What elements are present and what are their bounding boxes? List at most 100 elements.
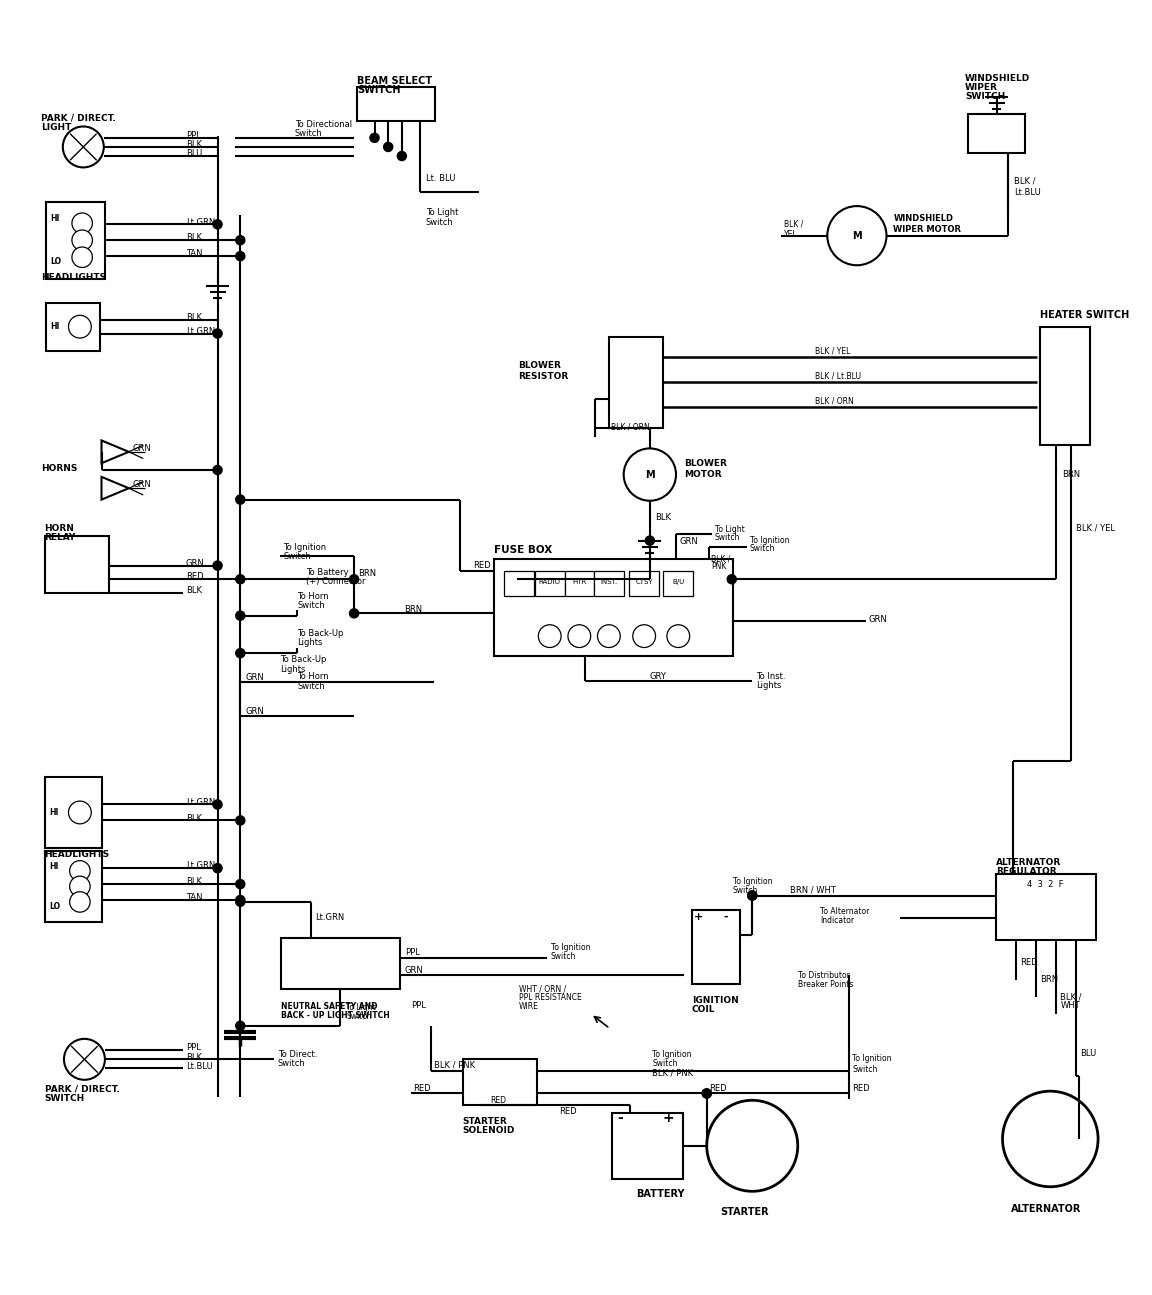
Circle shape xyxy=(213,800,222,809)
Text: M: M xyxy=(645,470,654,479)
Text: HEADLIGHTS: HEADLIGHTS xyxy=(45,850,109,859)
Text: BLK / YEL: BLK / YEL xyxy=(814,346,850,355)
Text: RED: RED xyxy=(491,1096,507,1105)
Circle shape xyxy=(827,206,887,265)
Text: Switch: Switch xyxy=(714,532,740,541)
Circle shape xyxy=(236,879,245,888)
Text: RADIO: RADIO xyxy=(539,579,561,584)
Text: BLK: BLK xyxy=(185,313,202,322)
Circle shape xyxy=(213,220,222,229)
Bar xyxy=(969,114,1025,153)
Text: BLK / YEL: BLK / YEL xyxy=(1076,523,1115,532)
Text: RED: RED xyxy=(852,1084,870,1093)
Circle shape xyxy=(236,816,245,825)
Text: -: - xyxy=(616,1111,622,1125)
Bar xyxy=(594,571,623,596)
Text: To Alternator: To Alternator xyxy=(820,906,870,916)
Text: To Directional: To Directional xyxy=(295,119,353,128)
Text: HORN: HORN xyxy=(45,523,75,532)
Text: SWITCH: SWITCH xyxy=(45,1093,85,1102)
Text: To Inst.: To Inst. xyxy=(756,672,786,681)
Text: BLK / ORN: BLK / ORN xyxy=(612,422,650,431)
Text: Lt.BLU: Lt.BLU xyxy=(185,1062,212,1071)
Text: To Light: To Light xyxy=(714,524,744,534)
Circle shape xyxy=(69,877,90,896)
Text: BLK /: BLK / xyxy=(1014,176,1036,185)
Text: RED: RED xyxy=(473,561,491,570)
Text: M: M xyxy=(852,231,862,241)
Circle shape xyxy=(703,1089,711,1098)
Circle shape xyxy=(69,892,90,912)
Text: WIRE: WIRE xyxy=(520,1002,539,1011)
Text: BLK / PNK: BLK / PNK xyxy=(433,1061,475,1070)
Circle shape xyxy=(538,624,561,648)
Text: BLK: BLK xyxy=(185,140,202,149)
Text: Lt.GRN: Lt.GRN xyxy=(185,218,215,227)
Text: BLK: BLK xyxy=(185,813,202,822)
Text: HI: HI xyxy=(51,214,60,223)
Text: IGNITION: IGNITION xyxy=(692,996,738,1005)
Text: WIPER: WIPER xyxy=(965,83,998,92)
Text: To Back-Up
Lights: To Back-Up Lights xyxy=(280,655,326,675)
Bar xyxy=(463,1059,537,1105)
Bar xyxy=(995,874,1096,940)
Text: 4  3  2  F: 4 3 2 F xyxy=(1028,879,1064,888)
Circle shape xyxy=(65,1039,105,1080)
Text: Switch: Switch xyxy=(295,128,323,137)
Text: BLOWER: BLOWER xyxy=(684,458,727,467)
Text: TAN: TAN xyxy=(185,894,203,903)
Text: Switch: Switch xyxy=(346,1013,371,1022)
Bar xyxy=(46,202,105,278)
Circle shape xyxy=(748,891,757,900)
Circle shape xyxy=(213,465,222,474)
Circle shape xyxy=(1002,1092,1098,1186)
Circle shape xyxy=(727,575,736,584)
Text: WIPER MOTOR: WIPER MOTOR xyxy=(893,225,961,234)
Text: Lt. BLU: Lt. BLU xyxy=(426,175,455,184)
Text: Switch: Switch xyxy=(278,1059,305,1068)
Text: WHT / ORN /: WHT / ORN / xyxy=(520,984,567,993)
Circle shape xyxy=(236,495,245,504)
Bar xyxy=(609,337,664,427)
Text: PNK: PNK xyxy=(711,562,727,571)
Bar xyxy=(505,571,533,596)
Text: BLK: BLK xyxy=(655,513,672,522)
Text: REGULATOR: REGULATOR xyxy=(995,868,1056,877)
Text: HTR: HTR xyxy=(573,579,586,584)
Circle shape xyxy=(71,212,92,233)
Text: -: - xyxy=(723,912,728,922)
Text: BLU: BLU xyxy=(185,149,202,158)
Text: STARTER: STARTER xyxy=(720,1207,770,1217)
Text: Lt.GRN: Lt.GRN xyxy=(185,861,215,870)
Text: RELAY: RELAY xyxy=(45,532,76,541)
Text: BEAM SELECT: BEAM SELECT xyxy=(357,76,433,85)
Text: BLK /: BLK / xyxy=(1060,992,1082,1001)
Text: To Ignition: To Ignition xyxy=(750,536,789,545)
Text: PPL RESISTANCE: PPL RESISTANCE xyxy=(520,993,582,1002)
Text: Indicator: Indicator xyxy=(820,916,855,925)
Text: GRN: GRN xyxy=(132,444,151,453)
Text: +: + xyxy=(662,1111,674,1125)
Text: To Light: To Light xyxy=(426,208,458,218)
Bar xyxy=(357,87,434,120)
Text: SOLENOID: SOLENOID xyxy=(463,1127,515,1136)
Text: PARK / DIRECT.: PARK / DIRECT. xyxy=(41,114,116,123)
Text: Switch: Switch xyxy=(426,218,454,227)
Bar xyxy=(613,1112,683,1178)
Bar xyxy=(629,571,659,596)
Circle shape xyxy=(598,624,620,648)
Text: Lt.GRN: Lt.GRN xyxy=(185,798,215,807)
Circle shape xyxy=(236,251,245,260)
Text: To Horn: To Horn xyxy=(297,592,328,601)
Text: PARK / DIRECT.: PARK / DIRECT. xyxy=(45,1084,120,1093)
Text: BRN / WHT: BRN / WHT xyxy=(790,886,835,895)
Text: GRN: GRN xyxy=(247,707,265,716)
Text: B/U: B/U xyxy=(672,579,684,584)
Text: GRN: GRN xyxy=(247,672,265,681)
Circle shape xyxy=(213,864,222,873)
Text: PPL: PPL xyxy=(404,948,419,957)
Text: INST.: INST. xyxy=(600,579,617,584)
Text: BLK: BLK xyxy=(185,233,202,242)
Circle shape xyxy=(568,624,591,648)
Text: TAN: TAN xyxy=(185,250,203,259)
